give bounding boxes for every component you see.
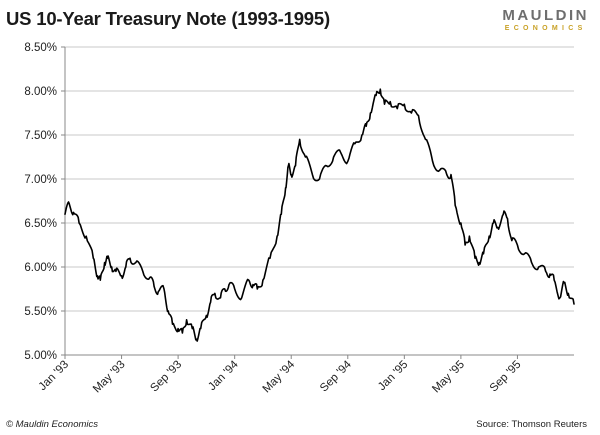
x-tick-label: Sep '93 [148,359,184,395]
brand-logo-top: MAULDIN [502,7,589,24]
x-tick-label: Jan '95 [376,359,410,393]
y-tick-label: 5.50% [24,306,57,318]
y-tick-label: 7.00% [24,174,57,186]
copyright-note: © Mauldin Economics [6,419,99,430]
gridlines [65,46,574,312]
y-tick-label: 6.00% [24,262,57,274]
x-tick-label: Jan '94 [206,358,241,393]
y-tick-label: 6.50% [24,218,57,230]
brand-logo-bottom: ECONOMICS [504,25,587,32]
y-tick-label: 7.50% [24,130,57,142]
y-tick-label: 8.50% [24,42,57,54]
y-tick-label: 8.00% [24,86,57,98]
chart-title: US 10-Year Treasury Note (1993-1995) [6,8,330,29]
x-tick-label: May '95 [430,359,467,396]
x-tick-label: May '93 [91,359,128,396]
x-tick-label: Sep '94 [318,358,354,394]
source-note: Source: Thomson Reuters [476,419,587,430]
series-line-treasury-yield [64,88,575,342]
y-axis-ticks: 5.00% 5.50% 6.00% 6.50% 7.00% 7.50% 8.00% 8.50% [24,42,65,362]
x-tick-label: May '94 [261,358,298,395]
x-tick-label: Sep '95 [488,359,524,395]
y-tick-label: 5.00% [24,350,57,362]
brand-logo: MAULDIN ECONOMICS [502,8,589,33]
x-tick-label: Jan '93 [37,359,71,393]
x-axis-ticks: Jan '93 May '93 Sep '93 Jan '94 May '94 Sep '… [37,355,524,395]
